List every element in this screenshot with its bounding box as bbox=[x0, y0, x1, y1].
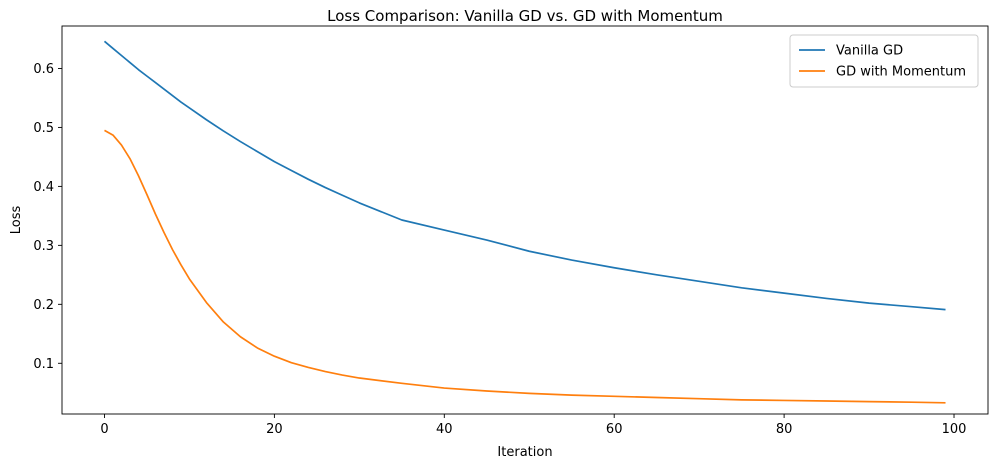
legend-label-1: GD with Momentum bbox=[836, 65, 966, 80]
series-line-1 bbox=[104, 129, 946, 404]
series-line-0 bbox=[103, 40, 946, 311]
x-tick-label: 80 bbox=[776, 422, 793, 437]
x-tick-label: 40 bbox=[436, 422, 453, 437]
chart-title: Loss Comparison: Vanilla GD vs. GD with … bbox=[327, 7, 723, 25]
x-tick-label: 100 bbox=[942, 422, 967, 437]
x-axis-label: Iteration bbox=[497, 445, 552, 460]
y-tick-label: 0.4 bbox=[33, 180, 54, 195]
y-axis-label: Loss bbox=[9, 206, 24, 235]
plot-area: 0 20 40 60 80 100 0.1 0.2 0.3 0.4 0.5 0.6 bbox=[33, 25, 989, 437]
x-tick-label: 0 bbox=[100, 422, 108, 437]
legend: Vanilla GD GD with Momentum bbox=[789, 34, 979, 88]
legend-box bbox=[789, 34, 979, 88]
x-tick-label: 20 bbox=[266, 422, 283, 437]
legend-label-0: Vanilla GD bbox=[836, 44, 903, 59]
y-tick-label: 0.6 bbox=[33, 62, 54, 77]
y-tick-label: 0.1 bbox=[33, 357, 54, 372]
plot-frame bbox=[61, 25, 989, 415]
y-tick-label: 0.5 bbox=[33, 121, 54, 136]
y-tick-label: 0.3 bbox=[33, 239, 54, 254]
x-tick-label: 60 bbox=[606, 422, 623, 437]
y-tick-label: 0.2 bbox=[33, 298, 54, 313]
